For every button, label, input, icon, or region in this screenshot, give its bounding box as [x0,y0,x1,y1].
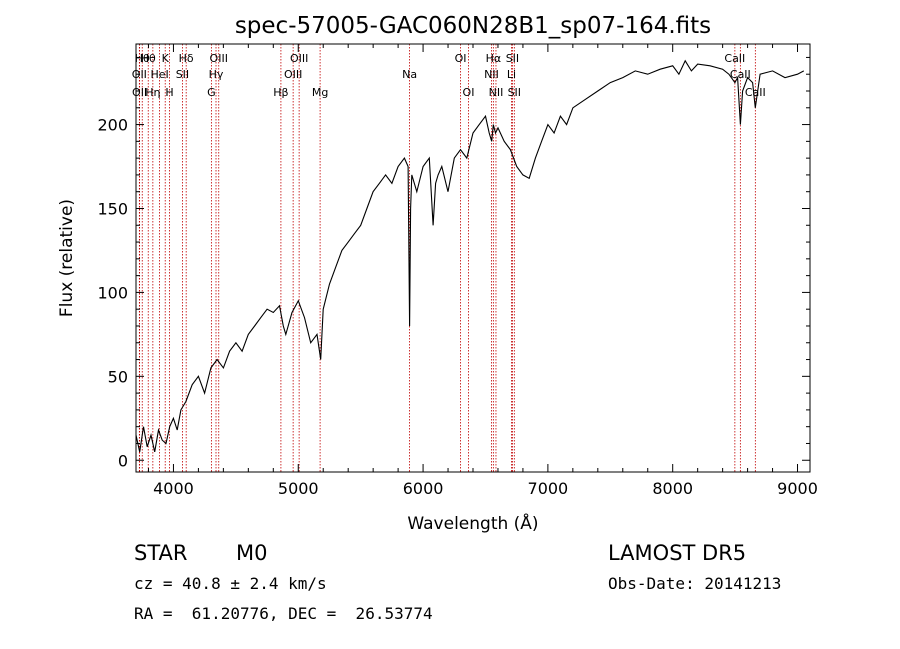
line-label-25: SII [508,86,521,99]
observation-date: Obs-Date: 20141213 [608,574,782,593]
x-tick-label-1: 5000 [278,479,319,498]
line-label-26: CaII [724,52,745,65]
line-label-8: SII [176,68,189,81]
plot-frame [135,43,811,473]
x-axis-label: Wavelength (Å) [407,512,538,534]
x-tick-label-2: 6000 [403,479,444,498]
line-label-4: Hη [145,86,160,99]
y-axis: 0 50 100 150 200 [97,56,810,470]
line-label-10: G [207,86,216,99]
line-label-28: CaII [745,86,766,99]
spectrum-line [135,59,805,453]
line-label-20: NII [484,68,499,81]
line-labels: HθOIIOIIHθHηHeIKHSIIHδGHγOIIIHβOIIIOIIIM… [132,52,766,99]
line-label-21: Hα [486,52,502,65]
y-tick-label-2: 100 [97,283,128,302]
line-label-22: NII [489,86,504,99]
line-label-17: Na [402,68,417,81]
x-tick-label-0: 4000 [153,479,194,498]
y-tick-label-4: 200 [97,116,128,135]
object-class: STAR [134,541,188,565]
line-label-19: OI [463,86,475,99]
x-axis: 4000 5000 6000 7000 8000 9000 [147,44,818,498]
coordinates: RA = 61.20776, DEC = 26.53774 [134,604,433,623]
y-axis-label: Flux (relative) [57,199,77,317]
subclass: M0 [236,541,268,565]
line-label-6: K [162,52,170,65]
line-label-18: OI [455,52,467,65]
chart-title: spec-57005-GAC060N28B1_sp07-164.fits [235,13,711,39]
y-tick-label-1: 50 [108,367,128,386]
line-label-12: OIII [210,52,228,65]
line-label-7: H [165,86,173,99]
line-label-14: OIII [284,68,302,81]
x-tick-label-4: 8000 [652,479,693,498]
line-label-16: Mg [312,86,328,99]
line-label-0: Hθ [135,52,150,65]
line-label-15: OIII [290,52,308,65]
line-label-9: Hδ [179,52,194,65]
line-label-3: Hθ [141,52,156,65]
line-label-27: CaII [730,68,751,81]
y-tick-label-3: 150 [97,199,128,218]
survey-name: LAMOST DR5 [608,541,747,565]
line-label-11: Hγ [209,68,224,81]
line-label-24: SII [506,52,519,65]
line-markers [138,44,756,472]
line-label-5: HeI [150,68,168,81]
line-label-13: Hβ [273,86,288,99]
x-tick-label-3: 7000 [528,479,569,498]
y-tick-label-0: 0 [118,451,128,470]
x-tick-label-5: 9000 [777,479,818,498]
redshift-velocity: cz = 40.8 ± 2.4 km/s [134,574,327,593]
line-label-23: Li [507,68,516,81]
